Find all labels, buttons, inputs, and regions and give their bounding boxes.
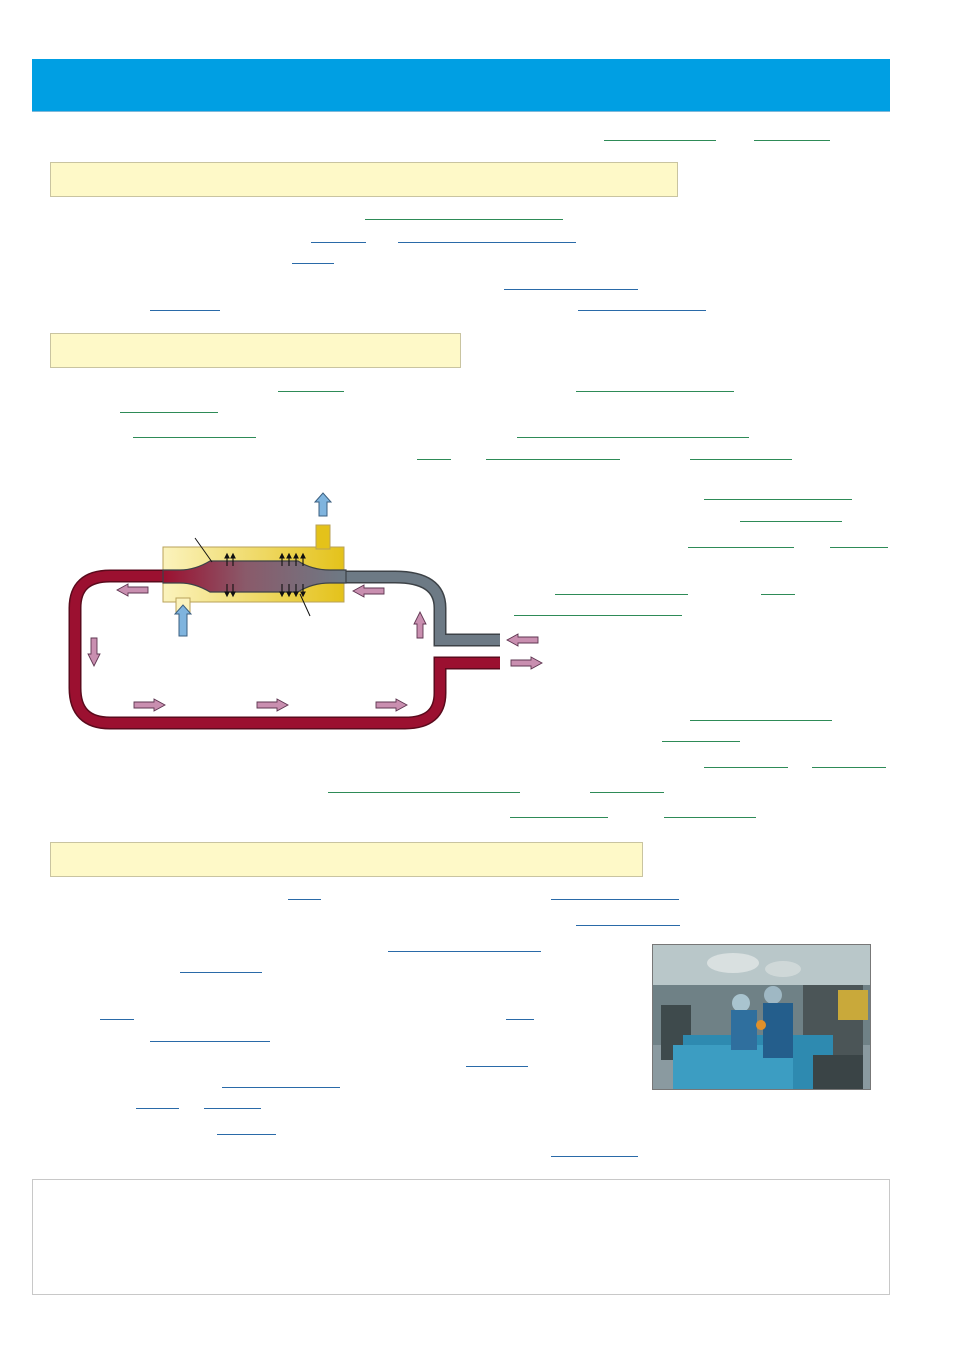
section-heading-3 <box>50 842 643 877</box>
section2-link[interactable] <box>417 459 451 460</box>
label-pointer <box>299 593 311 617</box>
section2-link[interactable] <box>590 792 664 793</box>
section3-link[interactable] <box>551 899 679 900</box>
section2-link[interactable] <box>740 521 842 522</box>
section3-link[interactable] <box>222 1087 340 1088</box>
section1-link[interactable] <box>504 289 638 290</box>
gas-out-arrow-icon <box>313 492 333 517</box>
section3-link[interactable] <box>506 1019 534 1020</box>
section3-link[interactable] <box>551 1156 638 1157</box>
section2-link[interactable] <box>328 792 520 793</box>
section2-link[interactable] <box>690 459 792 460</box>
section3-link[interactable] <box>180 972 262 973</box>
section3-link[interactable] <box>288 899 321 900</box>
section2-link[interactable] <box>662 741 740 742</box>
section3-link[interactable] <box>136 1108 179 1109</box>
label-pointer <box>194 537 213 563</box>
section1-link[interactable] <box>365 219 563 220</box>
section2-link[interactable] <box>576 391 734 392</box>
section2-link[interactable] <box>486 459 620 460</box>
section-heading-2 <box>50 333 461 368</box>
section3-link[interactable] <box>466 1066 528 1067</box>
section2-link[interactable] <box>514 615 682 616</box>
section3-link[interactable] <box>204 1108 261 1109</box>
section2-link[interactable] <box>830 547 888 548</box>
section2-link[interactable] <box>761 594 795 595</box>
section2-link[interactable] <box>688 547 794 548</box>
section2-link[interactable] <box>517 437 749 438</box>
section2-link[interactable] <box>664 817 756 818</box>
gas-outlet-pipe <box>315 524 331 550</box>
intro-link-2[interactable] <box>754 140 830 141</box>
section1-link[interactable] <box>398 242 576 243</box>
section1-link[interactable] <box>578 310 706 311</box>
oxygenator-circuit-diagram <box>68 492 543 730</box>
note-box <box>32 1179 890 1295</box>
arterial-line <box>70 571 500 728</box>
section1-link[interactable] <box>292 263 334 264</box>
section2-link[interactable] <box>278 391 344 392</box>
section2-link[interactable] <box>812 767 886 768</box>
section1-link[interactable] <box>311 242 366 243</box>
section3-link[interactable] <box>100 1019 134 1020</box>
page-banner <box>32 59 890 112</box>
section2-link[interactable] <box>704 767 788 768</box>
section3-link[interactable] <box>150 1041 270 1042</box>
flow-arrow-icon <box>87 583 543 712</box>
section1-link[interactable] <box>150 310 220 311</box>
section-heading-1 <box>50 162 678 197</box>
section2-link[interactable] <box>704 499 852 500</box>
section3-link[interactable] <box>576 925 680 926</box>
venous-line <box>344 572 500 645</box>
section3-link[interactable] <box>388 951 541 952</box>
intro-link-1[interactable] <box>604 140 716 141</box>
section3-link[interactable] <box>217 1134 276 1135</box>
section2-link[interactable] <box>133 437 256 438</box>
section2-link[interactable] <box>555 594 688 595</box>
operating-room-photo-drawing <box>653 945 870 1089</box>
blood-channel <box>162 560 347 593</box>
gas-exchange-arrow-icon <box>224 552 306 598</box>
operating-room-photo <box>652 944 871 1090</box>
section2-link[interactable] <box>120 412 218 413</box>
gas-in-arrow-icon <box>173 604 193 637</box>
section2-link[interactable] <box>690 720 832 721</box>
section2-link[interactable] <box>510 817 608 818</box>
